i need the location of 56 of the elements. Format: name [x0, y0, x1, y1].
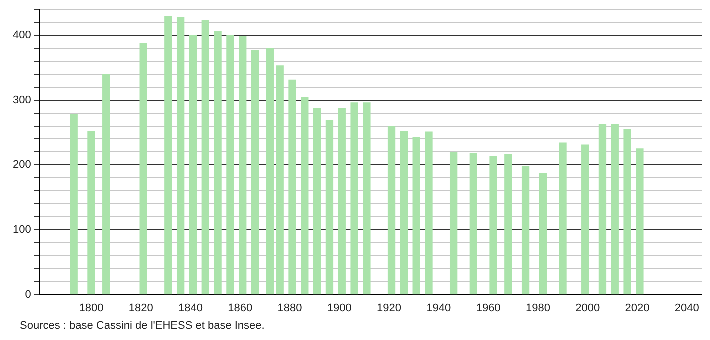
x-tick-label: 1980 — [526, 302, 550, 314]
bar — [276, 66, 284, 295]
x-tick-label: 1880 — [278, 302, 302, 314]
bar — [611, 124, 619, 295]
x-tick-label: 2000 — [576, 302, 600, 314]
x-tick-label: 1900 — [327, 302, 352, 314]
bar — [164, 16, 172, 295]
bar — [338, 108, 346, 295]
bar — [266, 48, 274, 295]
bar — [539, 173, 547, 295]
bar — [176, 17, 185, 295]
bar — [624, 129, 632, 295]
x-tick-label: 1800 — [79, 302, 104, 314]
bar — [350, 102, 358, 295]
x-tick-label: 2020 — [625, 302, 650, 314]
bar — [598, 124, 607, 295]
source-note: Sources : base Cassini de l'EHESS et base Insee. — [20, 320, 265, 332]
bar — [313, 108, 322, 295]
bar — [582, 144, 590, 295]
bar — [636, 148, 644, 295]
bar — [450, 152, 458, 295]
y-tick-label: 100 — [12, 224, 32, 236]
bar — [363, 102, 371, 295]
bar — [214, 31, 222, 295]
bar — [226, 35, 234, 295]
bar — [522, 166, 530, 295]
x-tick-label: 1940 — [426, 302, 452, 314]
x-tick-label: 2040 — [674, 302, 700, 314]
x-tick-label: 1860 — [228, 302, 253, 314]
y-tick-label: 0 — [25, 288, 32, 301]
bar — [470, 153, 478, 295]
y-tick-label: 200 — [12, 159, 32, 172]
x-tick-label: 1960 — [476, 302, 501, 314]
bar — [388, 126, 396, 295]
bar — [288, 80, 296, 295]
bar — [326, 120, 334, 295]
bar — [412, 136, 420, 295]
x-tick-label: 1840 — [178, 302, 203, 314]
bar — [251, 50, 260, 295]
bar — [425, 132, 433, 295]
bar — [140, 42, 148, 295]
bar — [559, 142, 567, 295]
bar — [400, 131, 408, 295]
y-tick-label: 300 — [12, 94, 32, 106]
bar — [239, 36, 247, 295]
bar — [301, 97, 309, 295]
bar — [88, 131, 96, 295]
x-tick-label: 1820 — [128, 302, 154, 314]
x-tick-label: 1920 — [377, 302, 402, 314]
bar — [202, 20, 210, 295]
y-tick-label: 400 — [12, 30, 32, 42]
bar — [102, 74, 110, 295]
bar — [189, 35, 198, 295]
bar — [490, 156, 498, 295]
bar — [504, 154, 512, 295]
bar — [70, 114, 78, 295]
